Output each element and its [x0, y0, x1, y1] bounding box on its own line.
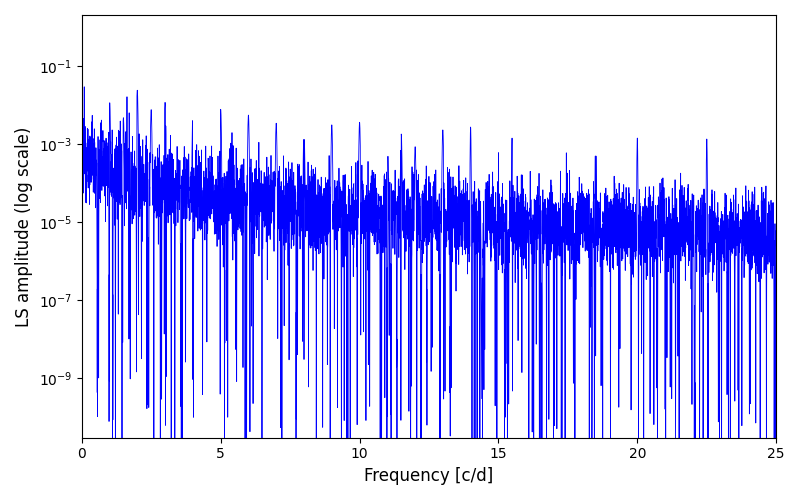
X-axis label: Frequency [c/d]: Frequency [c/d]	[364, 467, 494, 485]
Y-axis label: LS amplitude (log scale): LS amplitude (log scale)	[15, 126, 33, 326]
